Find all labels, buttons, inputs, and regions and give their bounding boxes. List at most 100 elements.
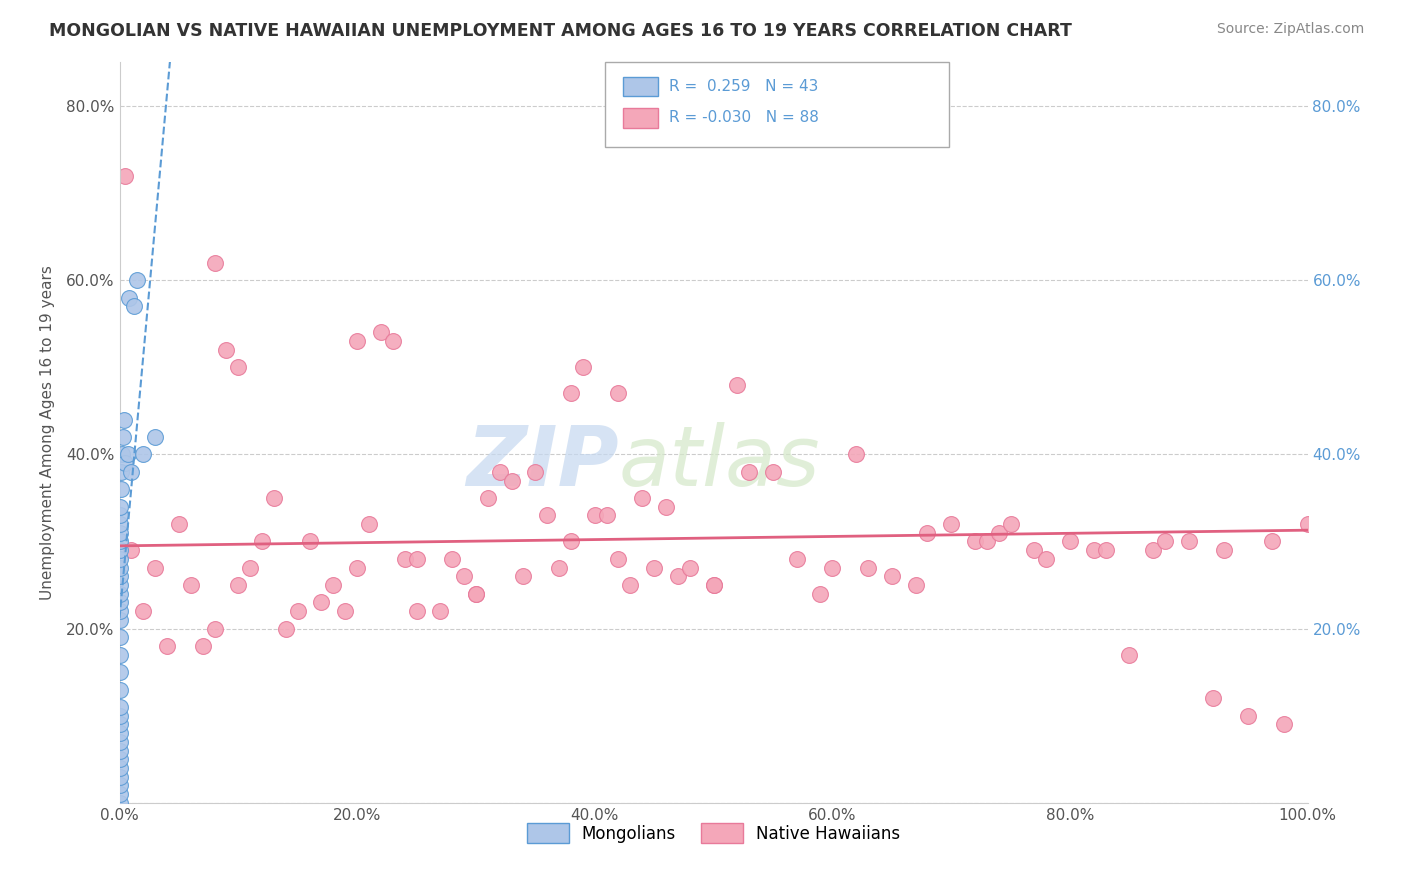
Point [381,334,404,348]
Text: R = -0.030   N = 88: R = -0.030 N = 88 [669,111,820,125]
Point [370,326,392,340]
Point [263,491,285,505]
Point [335,604,357,618]
Point [1094,543,1116,558]
Point [904,578,927,592]
Point [132,447,155,461]
Point [1154,534,1177,549]
Point [572,360,595,375]
Point [108,613,131,627]
Y-axis label: Unemployment Among Ages 16 to 19 years: Unemployment Among Ages 16 to 19 years [39,265,55,600]
Point [108,700,131,714]
Point [108,726,131,740]
Point [108,717,131,731]
Point [405,552,427,566]
Point [548,560,571,574]
Point [501,474,523,488]
Point [856,560,879,574]
Point [122,299,145,313]
Point [110,465,132,479]
Point [941,517,963,532]
Point [114,456,136,470]
Point [738,465,761,479]
Point [298,534,321,549]
Point [108,735,131,749]
Point [619,578,641,592]
Point [322,578,344,592]
Point [287,604,309,618]
Point [464,587,488,601]
Point [536,508,558,523]
Point [132,604,155,618]
Point [204,256,226,270]
Text: atlas: atlas [619,422,820,503]
Point [643,560,665,574]
Point [110,482,132,496]
Point [477,491,499,505]
Point [111,447,134,461]
Point [156,639,179,653]
Point [118,291,141,305]
Point [108,500,131,514]
Legend: Mongolians, Native Hawaiians: Mongolians, Native Hawaiians [520,816,907,850]
Point [1178,534,1201,549]
Point [987,525,1010,540]
Point [666,569,689,583]
Point [108,630,131,644]
Point [810,587,832,601]
Point [180,578,202,592]
Point [108,682,131,697]
Point [1059,534,1081,549]
Point [762,465,785,479]
Point [167,517,190,532]
Point [215,343,238,357]
Point [127,273,149,287]
Point [488,465,510,479]
Point [108,761,131,775]
Point [1000,517,1022,532]
Point [112,430,135,444]
Point [108,604,131,618]
Point [512,569,534,583]
Point [108,534,131,549]
Point [274,622,297,636]
Point [1201,691,1223,706]
Point [143,560,166,574]
Point [1142,543,1164,558]
Point [786,552,808,566]
Point [117,447,139,461]
Point [1083,543,1105,558]
Point [963,534,986,549]
Point [679,560,702,574]
Point [357,517,380,532]
Point [143,430,166,444]
Point [464,587,488,601]
Point [108,569,131,583]
Point [108,787,131,801]
Text: MONGOLIAN VS NATIVE HAWAIIAN UNEMPLOYMENT AMONG AGES 16 TO 19 YEARS CORRELATION : MONGOLIAN VS NATIVE HAWAIIAN UNEMPLOYMEN… [49,22,1073,40]
Point [120,543,142,558]
Point [429,604,451,618]
Point [1296,517,1319,532]
Point [655,500,678,514]
Point [108,796,131,810]
Point [583,508,606,523]
Point [108,708,131,723]
Point [108,578,131,592]
Text: Source: ZipAtlas.com: Source: ZipAtlas.com [1216,22,1364,37]
Point [976,534,998,549]
Point [108,543,131,558]
Point [441,552,464,566]
Point [703,578,725,592]
Point [250,534,273,549]
Point [917,525,939,540]
Point [1261,534,1284,549]
Point [112,412,135,426]
Point [108,665,131,680]
Point [405,604,427,618]
Text: R =  0.259   N = 43: R = 0.259 N = 43 [669,79,818,94]
Point [108,752,131,766]
Point [346,560,368,574]
Point [108,508,131,523]
Point [108,525,131,540]
